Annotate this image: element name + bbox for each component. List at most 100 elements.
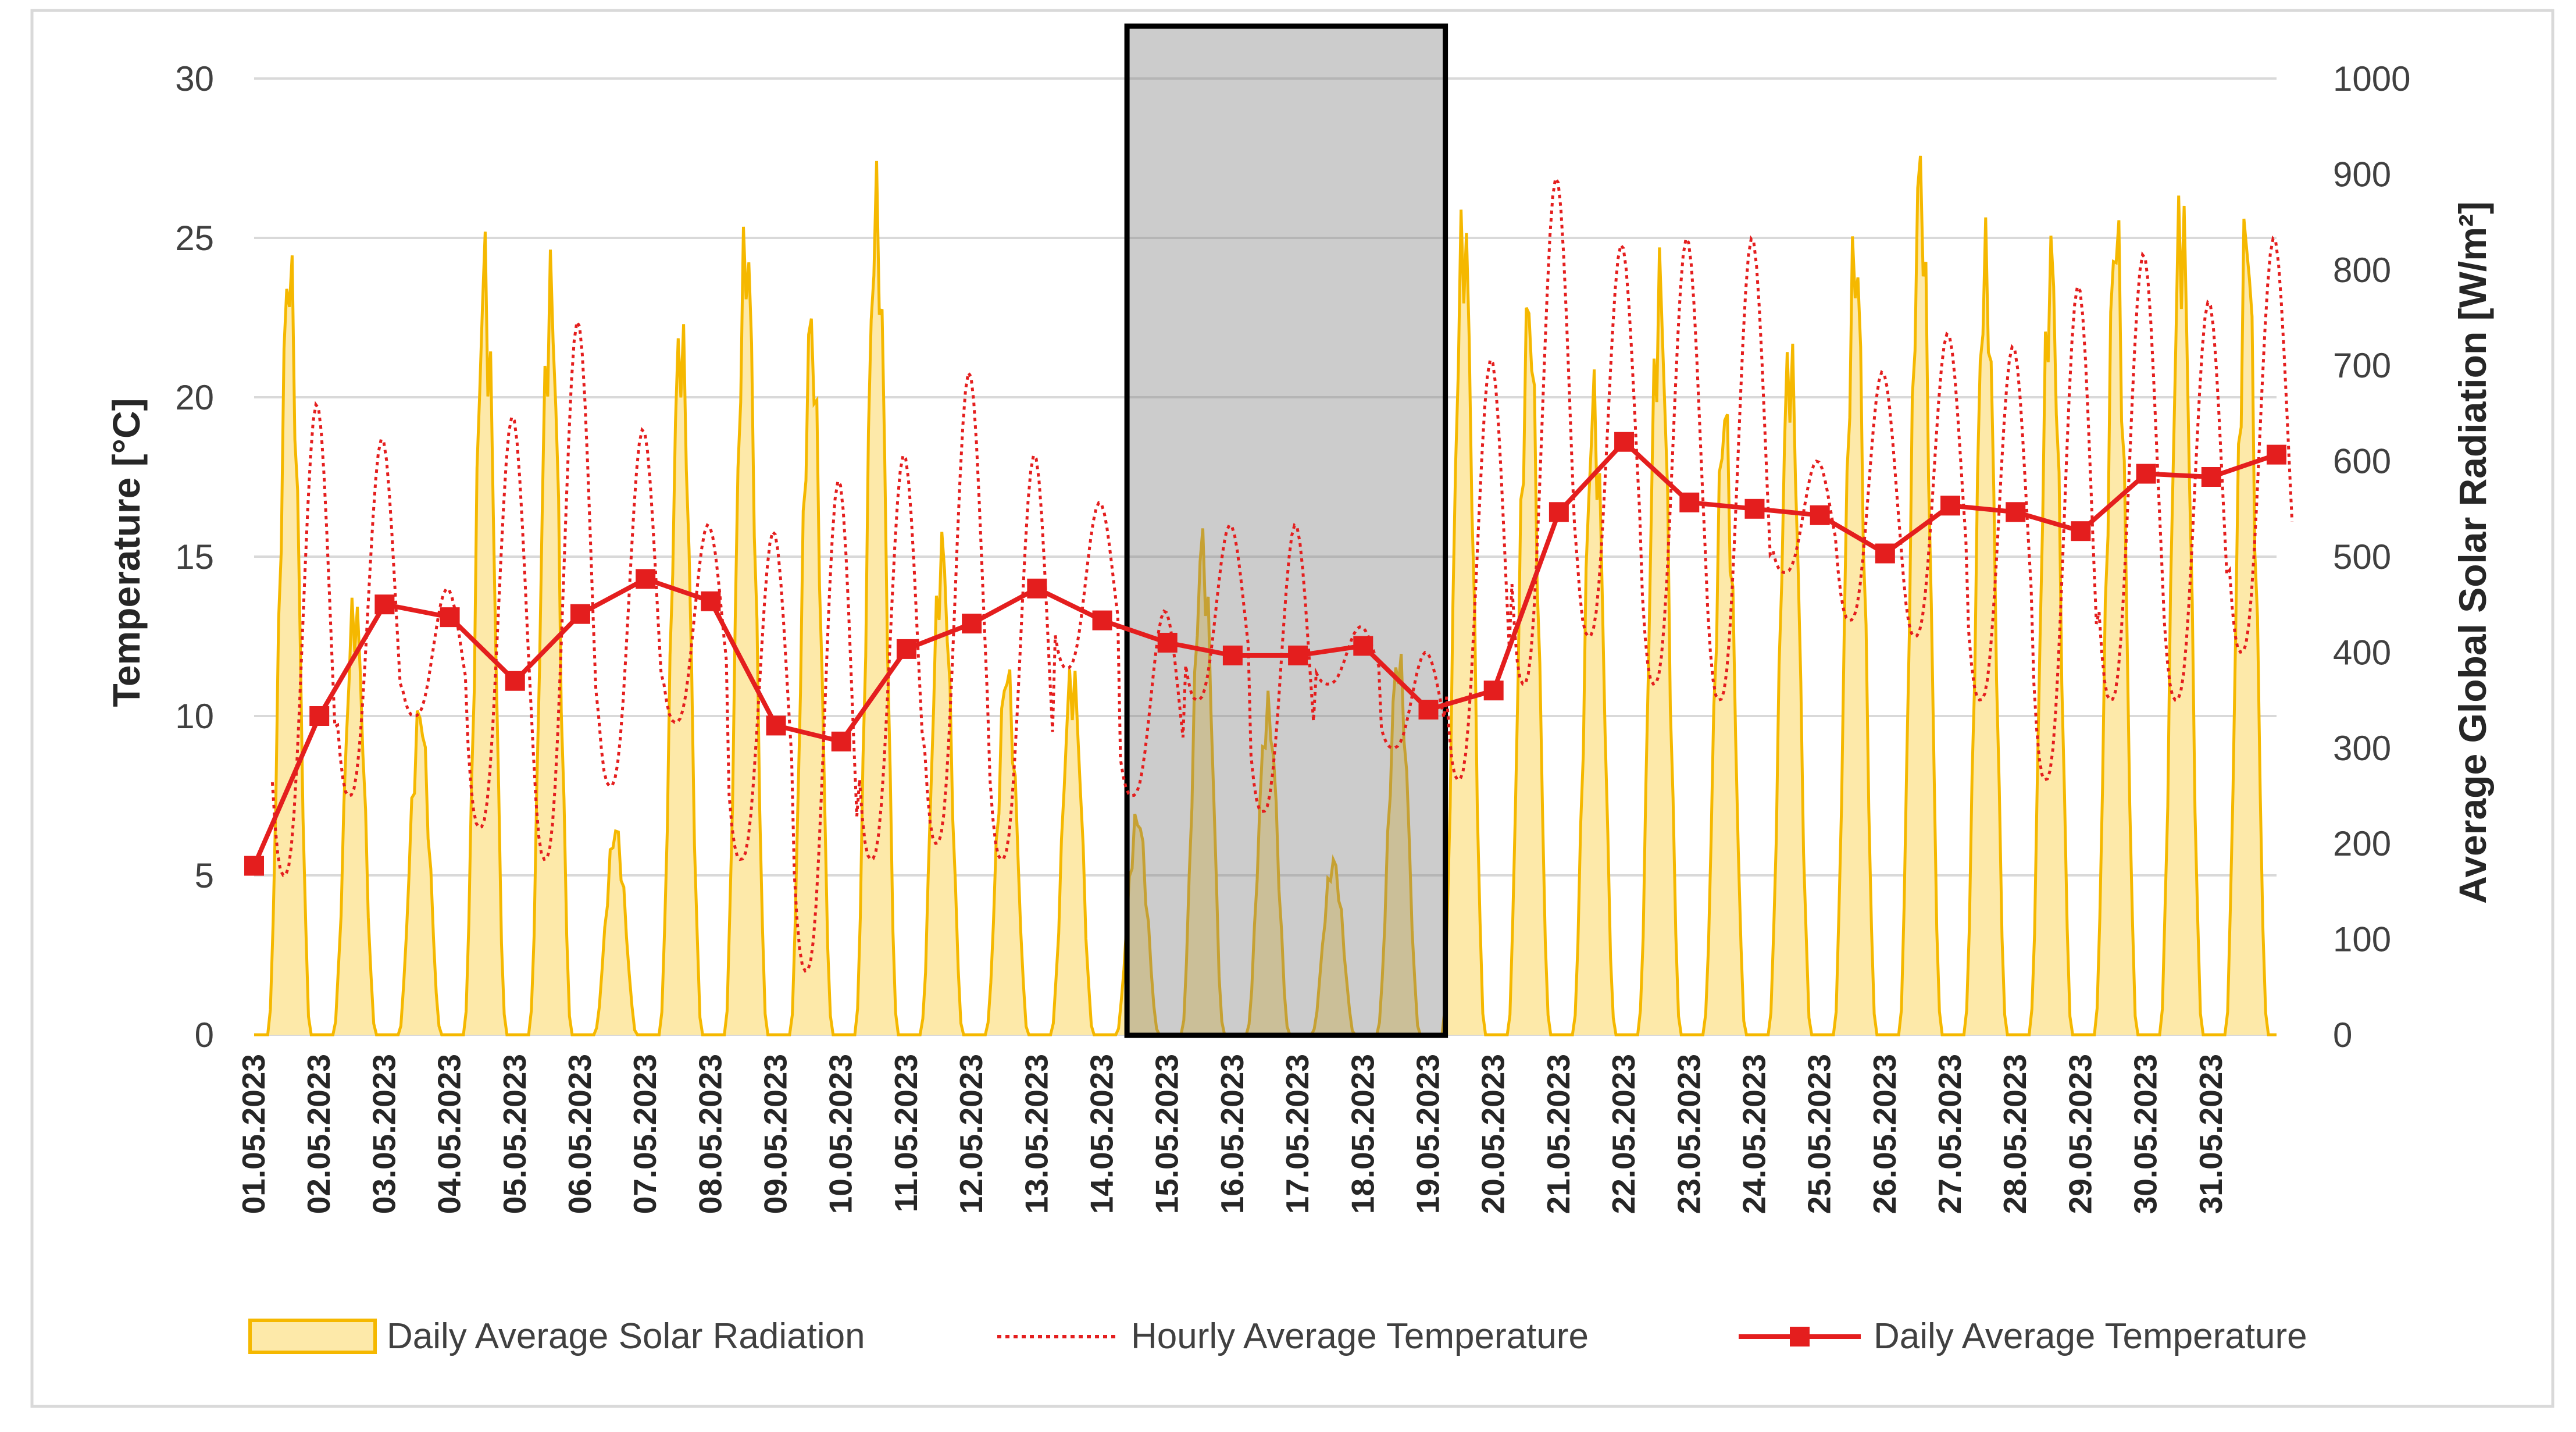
- legend-label-solar: Daily Average Solar Radiation: [387, 1316, 865, 1356]
- daily-temperature-path: [252, 439, 2278, 867]
- date-label: 17.05.2023: [1279, 1054, 1315, 1214]
- daily-temperature-marker: [1810, 505, 1830, 525]
- daily-temperature-marker: [440, 607, 460, 628]
- date-label: 09.05.2023: [758, 1054, 794, 1214]
- daily-temperature-marker: [2071, 521, 2091, 542]
- daily-temperature-marker: [1744, 498, 1765, 519]
- daily-temperature-marker: [2136, 464, 2156, 484]
- date-label: 23.05.2023: [1671, 1054, 1707, 1214]
- left-tick-label: 15: [175, 537, 214, 576]
- daily-temperature-marker: [1027, 578, 1047, 599]
- legend-item-solar: Daily Average Solar Radiation: [248, 1316, 865, 1356]
- daily-temperature-marker: [374, 594, 395, 615]
- right-tick-label: 800: [2333, 251, 2391, 290]
- daily-temperature-marker: [1353, 636, 1373, 656]
- date-label: 30.05.2023: [2128, 1054, 2164, 1214]
- daily-temperature-marker: [2201, 467, 2221, 487]
- daily-temperature-marker: [570, 604, 590, 624]
- date-label: 20.05.2023: [1475, 1054, 1511, 1214]
- legend-label-hourly: Hourly Average Temperature: [1131, 1316, 1589, 1356]
- daily-temperature-marker: [1418, 700, 1439, 720]
- date-label: 01.05.2023: [236, 1054, 272, 1214]
- daily-temperature-marker: [2006, 502, 2026, 522]
- right-tick-label: 900: [2333, 155, 2391, 194]
- daily-temperature-marker: [1483, 681, 1504, 701]
- date-label: 21.05.2023: [1540, 1054, 1576, 1214]
- daily-temperature-marker: [1940, 496, 1961, 516]
- left-tick-label: 25: [175, 219, 214, 258]
- daily-temperature-line: [244, 432, 2286, 876]
- solar-radiation-area: [254, 155, 2277, 1036]
- legend-label-daily: Daily Average Temperature: [1874, 1316, 2307, 1356]
- date-label: 19.05.2023: [1410, 1054, 1446, 1214]
- daily-temperature-marker: [1288, 645, 1308, 665]
- daily-temperature-marker: [766, 715, 786, 736]
- left-axis-ticks: 0 5 10 15 20 25 30: [175, 59, 214, 1055]
- right-tick-label: 100: [2333, 920, 2391, 959]
- right-tick-label: 500: [2333, 537, 2391, 576]
- date-label: 12.05.2023: [953, 1054, 989, 1214]
- date-label: 31.05.2023: [2193, 1054, 2229, 1214]
- date-label: 02.05.2023: [301, 1054, 337, 1214]
- date-label: 10.05.2023: [823, 1054, 859, 1214]
- right-axis-ticks: 0 100 200 300 400 500 600 700 800 900 1000: [2333, 59, 2410, 1055]
- date-label: 26.05.2023: [1867, 1054, 1903, 1214]
- daily-temperature-marker: [896, 639, 916, 659]
- date-label: 18.05.2023: [1344, 1054, 1380, 1214]
- legend: Daily Average Solar Radiation Hourly Ave…: [248, 1316, 2307, 1356]
- solar-radiation-line: [254, 155, 2277, 1036]
- left-tick-label: 0: [195, 1016, 214, 1055]
- left-tick-label: 5: [195, 856, 214, 895]
- date-label: 27.05.2023: [1932, 1054, 1968, 1214]
- daily-temperature-marker: [1549, 502, 1569, 522]
- left-tick-label: 20: [175, 378, 214, 417]
- daily-temperature-marker: [2267, 444, 2286, 465]
- left-tick-label: 30: [175, 59, 214, 98]
- date-label: 07.05.2023: [627, 1054, 663, 1214]
- daily-temperature-marker: [1157, 632, 1178, 653]
- date-label: 06.05.2023: [562, 1054, 598, 1214]
- date-label: 24.05.2023: [1736, 1054, 1772, 1214]
- legend-swatch-daily-marker: [1790, 1327, 1810, 1346]
- daily-temperature-marker: [1679, 492, 1700, 512]
- legend-item-hourly: Hourly Average Temperature: [997, 1316, 1589, 1356]
- date-label: 11.05.2023: [888, 1054, 924, 1212]
- right-tick-label: 0: [2333, 1016, 2352, 1055]
- right-axis-title: Average Global Solar Radiation [W/m²]: [2451, 201, 2494, 904]
- right-tick-label: 1000: [2333, 59, 2410, 98]
- date-label: 13.05.2023: [1018, 1054, 1054, 1214]
- left-tick-label: 10: [175, 697, 214, 736]
- date-label: 28.05.2023: [1997, 1054, 2033, 1214]
- daily-temperature-marker: [962, 614, 982, 634]
- date-label: 15.05.2023: [1149, 1054, 1185, 1214]
- right-tick-label: 200: [2333, 824, 2391, 863]
- hourly-temperature-line: [270, 174, 2294, 973]
- right-tick-label: 300: [2333, 729, 2391, 768]
- right-tick-label: 700: [2333, 346, 2391, 385]
- right-tick-label: 400: [2333, 633, 2391, 672]
- date-label: 22.05.2023: [1605, 1054, 1642, 1214]
- daily-temperature-marker: [701, 591, 721, 611]
- hourly-temperature-path: [270, 174, 2294, 973]
- date-label: 08.05.2023: [692, 1054, 728, 1214]
- daily-temperature-marker: [831, 731, 851, 751]
- daily-temperature-marker: [1614, 432, 1635, 452]
- date-label: 25.05.2023: [1801, 1054, 1838, 1214]
- left-axis-title: Temperature [°C]: [105, 398, 148, 707]
- right-tick-label: 600: [2333, 442, 2391, 481]
- daily-temperature-marker: [1875, 543, 1895, 564]
- legend-item-daily: Daily Average Temperature: [1739, 1316, 2307, 1356]
- x-axis-date-labels: 01.05.2023 02.05.2023 03.05.2023 04.05.2023…: [236, 1054, 2229, 1214]
- date-label: 03.05.2023: [366, 1054, 402, 1214]
- date-label: 16.05.2023: [1214, 1054, 1250, 1214]
- date-label: 04.05.2023: [431, 1054, 468, 1214]
- legend-swatch-solar: [248, 1319, 377, 1354]
- date-label: 14.05.2023: [1084, 1054, 1120, 1214]
- daily-temperature-marker: [244, 856, 264, 876]
- chart-frame: [30, 9, 2554, 1408]
- daily-temperature-marker: [1222, 645, 1243, 665]
- date-label: 29.05.2023: [2062, 1054, 2098, 1214]
- daily-temperature-marker: [309, 706, 330, 726]
